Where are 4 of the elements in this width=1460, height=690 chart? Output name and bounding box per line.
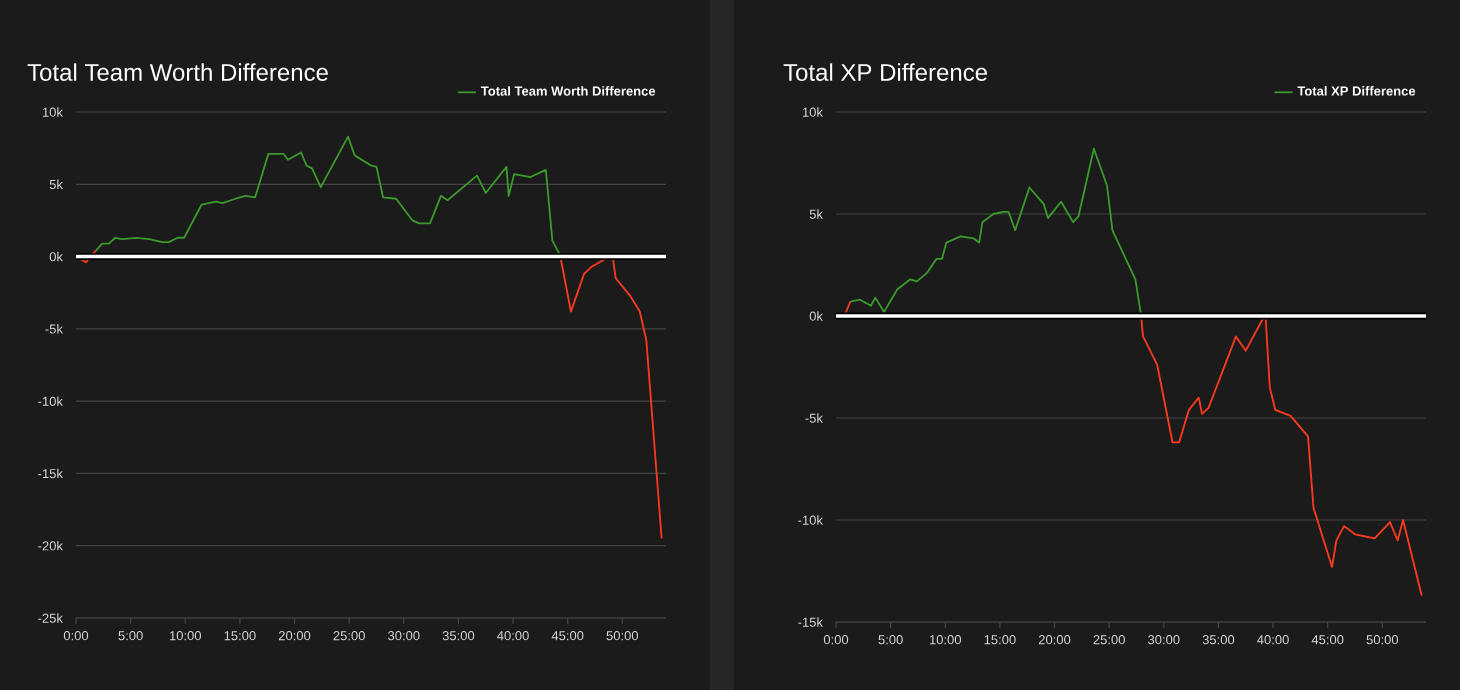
chart-title: Total Team Worth Difference <box>27 63 328 81</box>
line-series <box>94 135 561 257</box>
chart-title: Total XP Difference <box>783 63 987 81</box>
line-series <box>849 147 1142 315</box>
